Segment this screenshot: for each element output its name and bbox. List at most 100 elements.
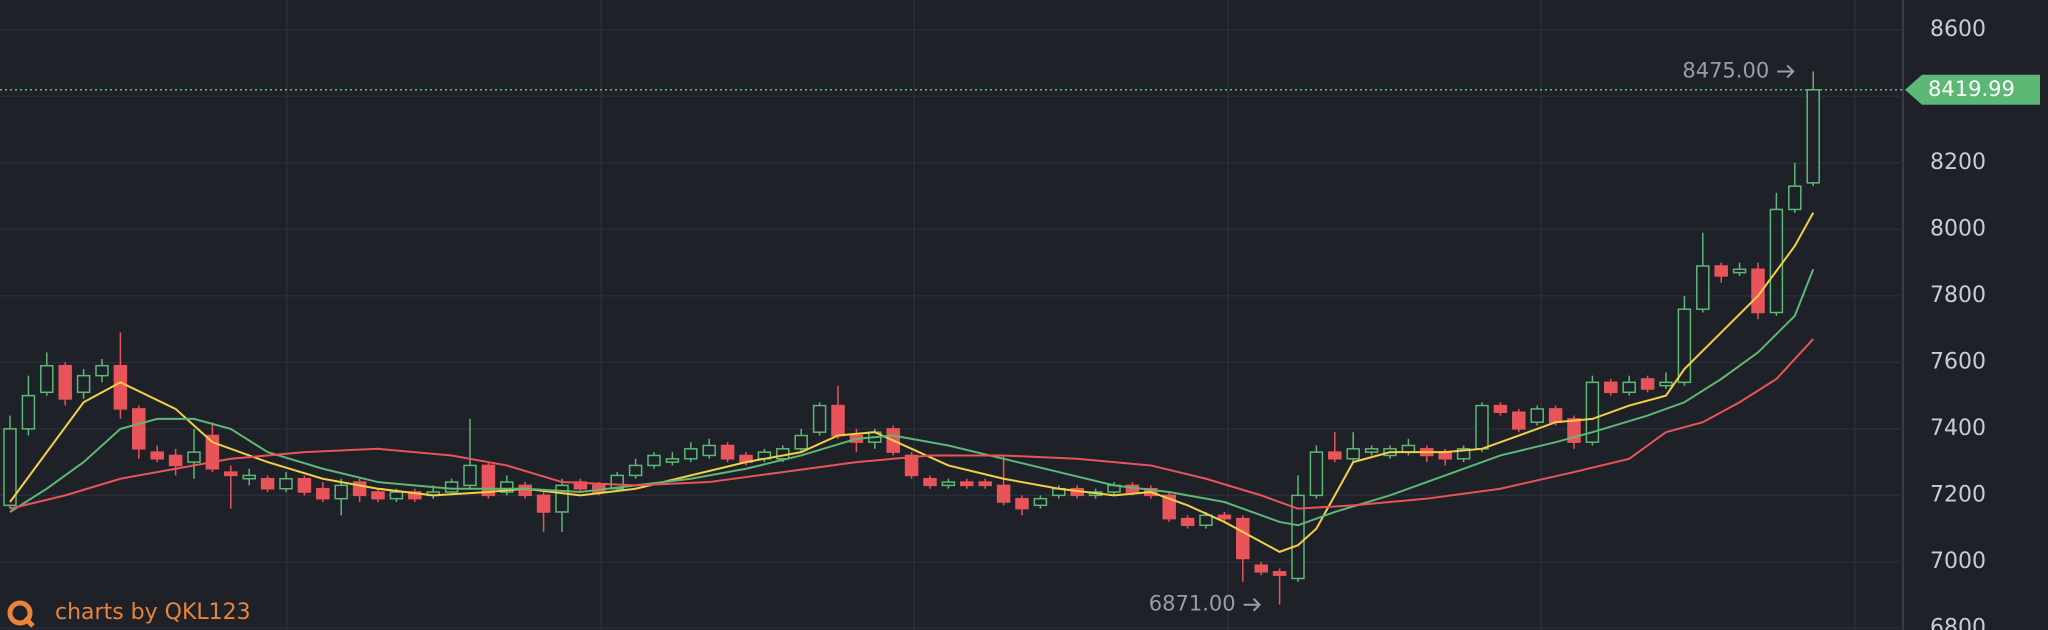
candle-body <box>1162 494 1176 520</box>
candle-body <box>1714 265 1728 277</box>
candle-body <box>1199 514 1213 527</box>
candle-body <box>1456 448 1471 460</box>
candle-body <box>1493 404 1508 413</box>
candle-body <box>389 491 404 500</box>
candle-body <box>334 484 348 500</box>
candle-body <box>1732 268 1747 274</box>
extreme-label: 6871.00 <box>1149 592 1236 616</box>
candle-body <box>279 477 293 490</box>
candle-body <box>1585 381 1600 443</box>
extreme-arrow <box>1243 598 1262 612</box>
candle-body <box>1364 448 1379 453</box>
candle-body <box>260 477 275 490</box>
candle-body <box>812 404 827 433</box>
extreme-arrow <box>1777 64 1795 79</box>
candle-body <box>1309 451 1324 497</box>
candle-body <box>1806 89 1820 184</box>
candle-body <box>58 364 72 400</box>
candle-body <box>904 454 919 477</box>
y-tick-label: 7200 <box>1930 482 1986 507</box>
candle-body <box>500 481 514 493</box>
candle-body <box>1530 408 1544 423</box>
logo <box>7 600 33 626</box>
candle-body <box>1751 268 1765 314</box>
candle-body <box>371 491 385 500</box>
moving-average-line <box>9 338 1814 510</box>
y-tick-label: 8200 <box>1930 150 1986 175</box>
candle-body <box>1346 448 1360 460</box>
candle-body <box>444 481 459 493</box>
candle-body <box>21 394 36 430</box>
candle-body <box>76 374 91 394</box>
candle-body <box>1291 494 1305 580</box>
candle-body <box>408 491 422 500</box>
candle-body <box>831 404 845 437</box>
candle-body <box>1604 381 1618 394</box>
candle-body <box>3 428 17 507</box>
candle-body <box>1769 208 1784 314</box>
candle-body <box>702 444 716 457</box>
candle-body <box>1788 185 1802 211</box>
candle-body <box>794 434 808 450</box>
candle-body <box>1254 564 1268 573</box>
candle-body <box>224 471 238 477</box>
candle-body <box>40 364 54 394</box>
candle-body <box>95 364 109 377</box>
candle-body <box>1622 381 1636 394</box>
candle-body <box>978 481 992 487</box>
watermark-text: charts by QKL123 <box>55 600 251 625</box>
y-tick-label: 7800 <box>1930 283 1986 308</box>
candle-body <box>1696 265 1710 310</box>
y-tick-label: 6800 <box>1930 615 1986 630</box>
candle-body <box>1328 451 1342 460</box>
logo <box>23 616 35 628</box>
candle-body <box>316 487 330 500</box>
vertical-grid <box>286 0 1856 630</box>
watermark: charts by QKL123 <box>7 600 251 628</box>
candle-body <box>1659 381 1673 387</box>
candle-body <box>665 458 680 463</box>
moving-average-line <box>9 268 1815 527</box>
candle-body <box>941 481 956 487</box>
candle-body <box>960 481 974 487</box>
candle-body <box>1217 514 1232 520</box>
candle-body <box>628 464 643 477</box>
candle-body <box>555 484 569 513</box>
candle-body <box>518 484 532 497</box>
y-tick-label: 8600 <box>1930 17 1986 42</box>
candle-body <box>1640 378 1655 390</box>
candle-body <box>647 454 661 467</box>
candle-body <box>684 448 698 460</box>
candle-body <box>1272 571 1287 576</box>
candle-body <box>113 364 128 410</box>
candle-body <box>187 451 201 463</box>
candle-body <box>168 454 183 467</box>
candle-body <box>150 451 164 460</box>
candle-body <box>536 494 551 513</box>
extreme-label: 8475.00 <box>1682 58 1769 82</box>
candle-body <box>1180 517 1195 527</box>
moving-average-line <box>9 212 1815 553</box>
candle-body <box>242 474 256 480</box>
candle-body <box>720 444 735 460</box>
y-tick-label: 7600 <box>1930 349 1986 374</box>
candle-body <box>132 408 146 450</box>
candle-body <box>1475 404 1489 450</box>
y-tick-label: 8000 <box>1930 216 1986 241</box>
y-tick-label: 7000 <box>1930 549 1986 574</box>
candle-body <box>1033 497 1048 507</box>
candle-body <box>1677 308 1692 384</box>
candle-body <box>1512 411 1526 430</box>
candle-body <box>996 484 1011 503</box>
candle-body <box>297 477 312 493</box>
candle-body <box>1015 497 1029 510</box>
y-tick-label: 7400 <box>1930 416 1986 441</box>
candle-body <box>1236 517 1250 560</box>
candle-body <box>923 477 937 487</box>
last-price-label: 8419.99 <box>1928 77 2015 101</box>
candle-body <box>1548 408 1563 423</box>
candles <box>3 71 1820 605</box>
